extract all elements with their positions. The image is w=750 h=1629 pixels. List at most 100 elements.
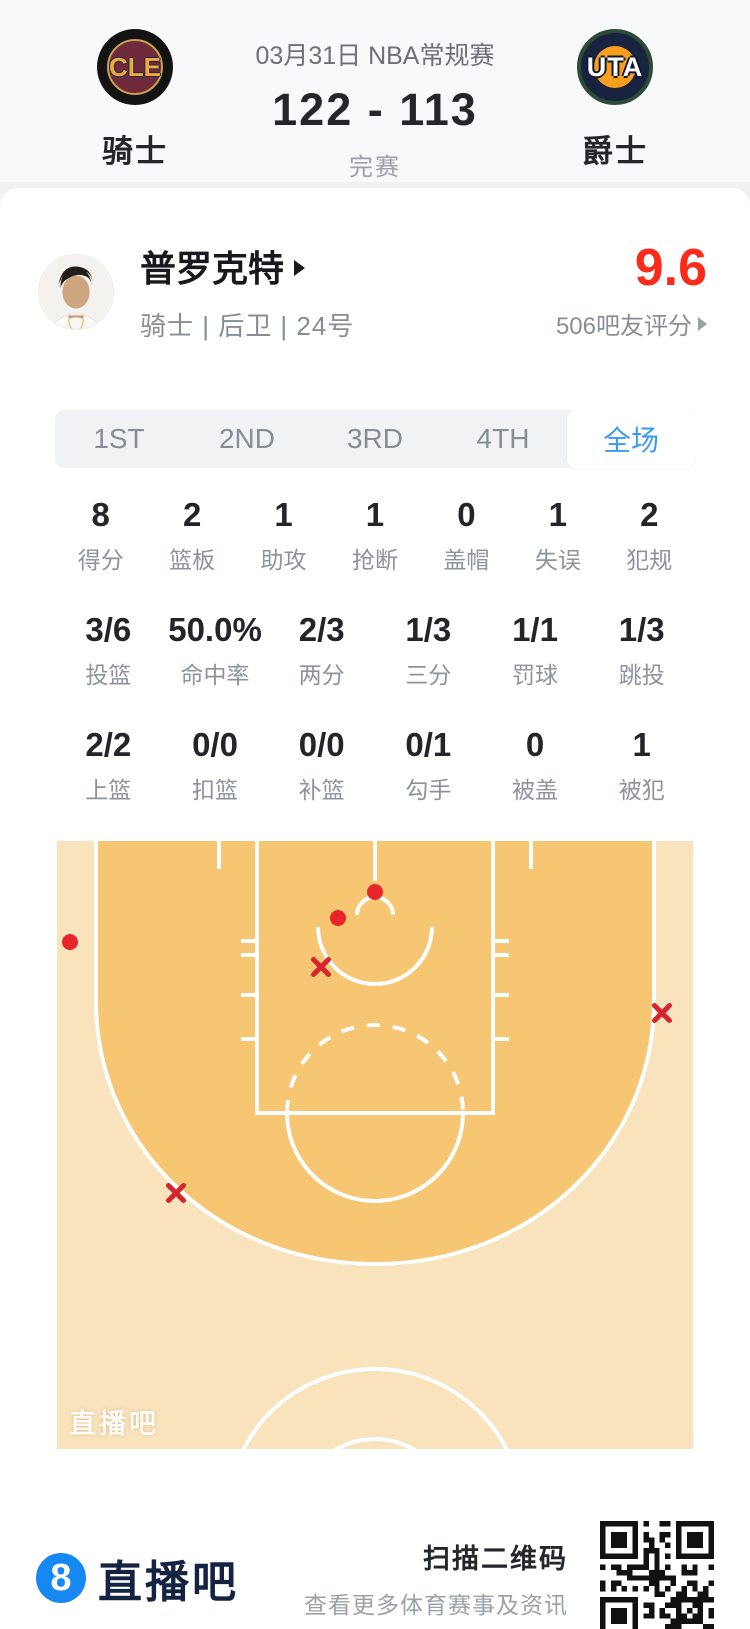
- player-name: 普罗克特: [140, 248, 285, 289]
- brand-name: 直播吧: [98, 1558, 239, 1607]
- center-circle-inner: [332, 1437, 418, 1449]
- stat-cell: 1 抢断: [329, 496, 420, 575]
- restricted-arc: [316, 926, 434, 986]
- stat-cell: 2 篮板: [146, 496, 237, 575]
- stat-value: 1/3: [618, 611, 665, 648]
- lane-hash-marks: [241, 939, 509, 1041]
- stat-cell: 0 盖帽: [421, 496, 512, 575]
- player-info: 普罗克特 骑士 | 后卫 | 24号: [140, 240, 556, 343]
- stat-cell: 2/2 上篮: [55, 726, 162, 805]
- free-throw-circle-solid: [285, 1112, 465, 1203]
- scan-text: 扫描二维码 查看更多体育赛事及资讯: [304, 1537, 568, 1620]
- stat-value: 0/0: [298, 726, 345, 763]
- rating-link[interactable]: 506吧友评分: [556, 306, 707, 341]
- away-team: UTA 爵士: [540, 0, 690, 182]
- tab-4th[interactable]: 4TH: [476, 423, 530, 454]
- stat-cell: 2 犯规: [604, 496, 695, 575]
- stat-cell: 1/3 三分: [375, 611, 482, 690]
- stat-value: 2/2: [85, 726, 132, 763]
- stat-label: 犯规: [626, 547, 673, 573]
- match-header: CLE 骑士 03月31日 NBA常规赛 122 - 113 完赛 UTA 爵士: [0, 0, 750, 182]
- stat-cell: 0/1 勾手: [375, 726, 482, 805]
- three-point-line: [94, 841, 656, 1267]
- home-logo-disc: [107, 39, 163, 95]
- stat-label: 扣篮: [192, 777, 238, 803]
- missed-shot-marker: [166, 1183, 186, 1203]
- stat-value: 8: [91, 496, 110, 533]
- shot-markers: [62, 884, 672, 1203]
- player-rating: 9.6 506吧友评分: [556, 242, 707, 341]
- tab-2nd[interactable]: 2ND: [218, 423, 275, 454]
- stat-cell: 1 失误: [512, 496, 603, 575]
- free-throw-circle-dashed: [285, 1023, 465, 1114]
- stat-label: 投篮: [85, 662, 132, 688]
- stat-value: 2: [182, 496, 202, 533]
- stat-cell: 3/6 投篮: [55, 611, 162, 690]
- avatar-image: [39, 254, 113, 329]
- home-team-logo-icon: CLE: [97, 29, 173, 105]
- caret-right-icon: [294, 259, 306, 276]
- stat-row: 2/2 上篮 0/0 扣篮 0/0 补篮 0/1 勾手 0 被盖 1 被犯: [0, 726, 750, 805]
- away-team-abbr: UTA: [586, 51, 644, 82]
- stat-cell: 1 被犯: [588, 726, 695, 805]
- zhibo8-icon: 8: [36, 1553, 86, 1603]
- player-name-link[interactable]: 普罗克特: [140, 240, 556, 292]
- tab-全场[interactable]: 全场: [567, 410, 695, 468]
- paint-lane: [255, 841, 495, 1115]
- stat-label: 罚球: [512, 662, 559, 688]
- stat-cell: 1 助攻: [238, 496, 329, 575]
- center-circle-outer: [241, 1367, 509, 1449]
- rating-label: 506吧友评分: [555, 313, 692, 340]
- tab-1st[interactable]: 1ST: [93, 423, 145, 454]
- stats-grid: 8 得分 2 篮板 1 助攻 1 抢断 0 盖帽 1 失误 2 犯规 3/6 投篮 50.0% 命中率 2/3 两分 1…: [0, 496, 750, 805]
- stat-value: 0: [457, 496, 476, 533]
- away-team-name: 爵士: [582, 134, 648, 169]
- stat-value: 1: [632, 726, 651, 763]
- stat-cell: 8 得分: [55, 496, 146, 575]
- stat-value: 0/1: [405, 726, 452, 763]
- stat-row: 3/6 投篮 50.0% 命中率 2/3 两分 1/3 三分 1/1 罚球 1/3 跳投: [0, 611, 750, 690]
- footer: 8 直播吧 扫描二维码 查看更多体育赛事及资讯: [0, 1513, 750, 1629]
- stat-cell: 50.0% 命中率: [162, 611, 269, 690]
- stat-label: 得分: [77, 547, 124, 573]
- court-image: [57, 841, 693, 1449]
- stat-cell: 0/0 扣篮: [162, 726, 269, 805]
- rating-value: 9.6: [634, 239, 707, 297]
- shot-chart: 直播吧: [57, 841, 693, 1449]
- player-avatar[interactable]: [38, 253, 114, 330]
- stat-value: 1: [365, 496, 385, 533]
- stat-row: 8 得分 2 篮板 1 助攻 1 抢断 0 盖帽 1 失误 2 犯规: [0, 496, 750, 575]
- home-team-abbr: CLE: [109, 51, 161, 82]
- tab-3rd[interactable]: 3RD: [346, 423, 403, 454]
- caret-right-icon: [698, 316, 707, 331]
- stat-label: 三分: [405, 662, 452, 688]
- stat-value: 2: [640, 496, 659, 533]
- court-inner-area: [96, 841, 654, 1264]
- missed-shot-marker: [311, 957, 331, 977]
- player-row: 普罗克特 骑士 | 后卫 | 24号 9.6 506吧友评分: [0, 206, 750, 343]
- qr-code: [600, 1521, 714, 1629]
- match-score: 122 - 113: [272, 84, 478, 135]
- match-info: 03月31日 NBA常规赛 122 - 113 完赛: [210, 0, 540, 182]
- player-card: 普罗克特 骑士 | 后卫 | 24号 9.6 506吧友评分 1ST 2ND 3RD…: [0, 188, 750, 1629]
- stat-cell: 1/1 罚球: [482, 611, 589, 690]
- stat-label: 被犯: [618, 777, 665, 803]
- away-logo-disc: [594, 46, 636, 88]
- stat-label: 勾手: [405, 777, 452, 803]
- made-shot-marker: [367, 884, 383, 900]
- stat-cell: 0/0 补篮: [268, 726, 375, 805]
- stat-label: 抢断: [351, 547, 398, 573]
- missed-shot-marker: [652, 1003, 672, 1023]
- stat-value: 1: [274, 496, 293, 533]
- stat-cell: 1/3 跳投: [588, 611, 695, 690]
- stat-label: 命中率: [180, 662, 250, 688]
- scan-subtitle: 查看更多体育赛事及资讯: [304, 1591, 568, 1618]
- stat-label: 篮板: [169, 547, 216, 573]
- match-status: 完赛: [349, 154, 401, 181]
- away-team-logo-icon: UTA: [577, 29, 653, 105]
- stat-label: 两分: [298, 662, 345, 688]
- stat-label: 盖帽: [443, 547, 490, 573]
- stat-value: 1: [548, 496, 567, 533]
- stat-value: 0/0: [192, 726, 238, 763]
